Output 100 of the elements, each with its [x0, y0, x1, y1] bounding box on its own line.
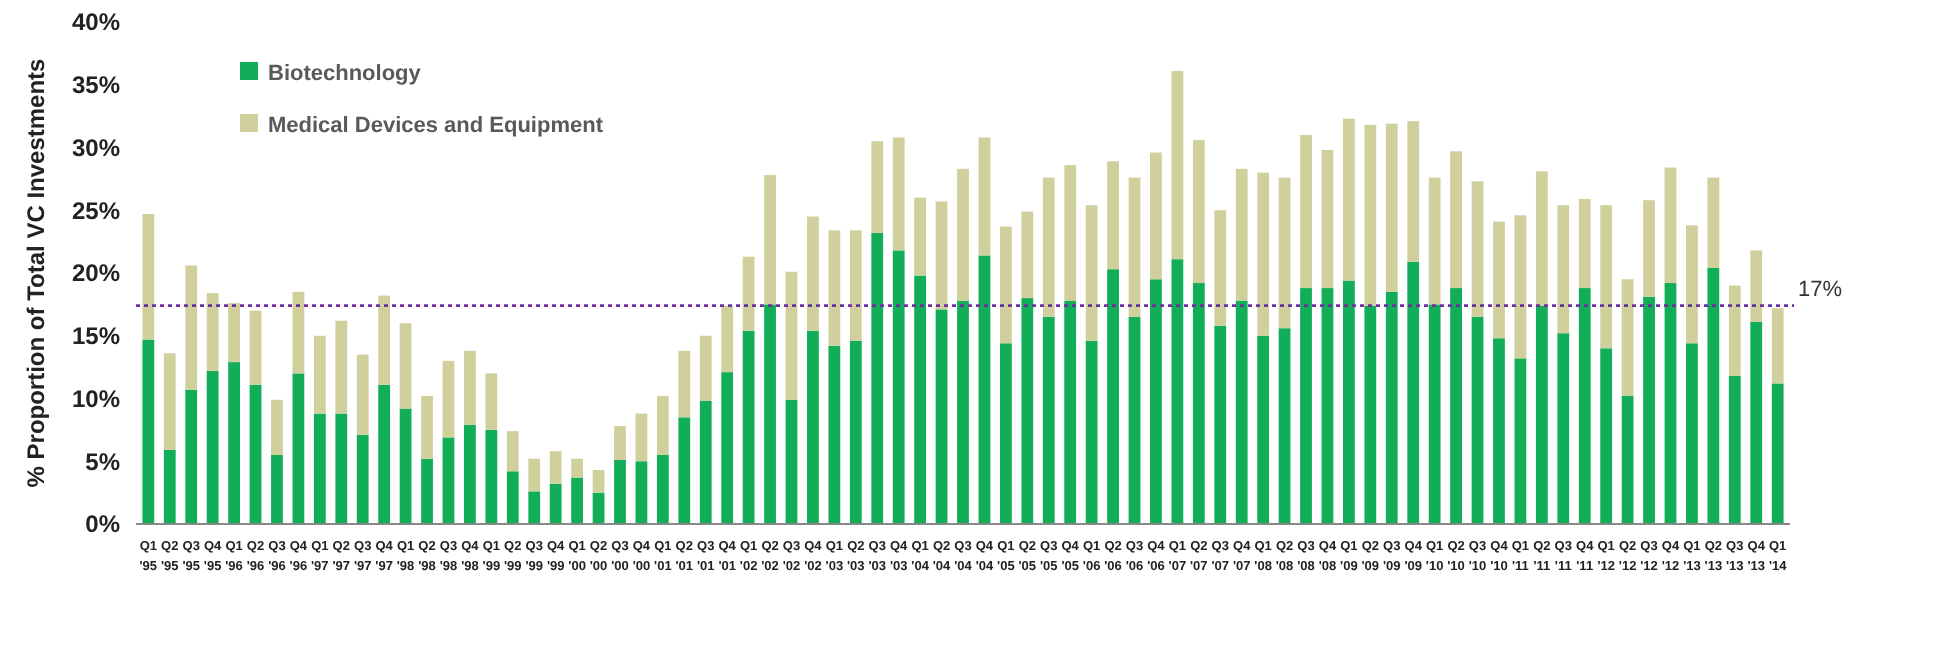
bar	[206, 293, 219, 371]
bar	[849, 340, 862, 524]
bar	[1300, 134, 1312, 289]
legend-label: Biotechnology	[268, 61, 423, 86]
bar	[957, 300, 969, 524]
bar	[313, 413, 326, 524]
y-tick-label: 5%	[85, 447, 121, 476]
bar	[1707, 267, 1720, 524]
bar	[1557, 205, 1570, 334]
bar	[313, 335, 326, 414]
bar	[1150, 152, 1162, 280]
bar	[999, 226, 1012, 344]
bar	[1514, 358, 1527, 524]
bar	[699, 335, 712, 402]
bar	[1364, 305, 1377, 524]
bar	[506, 471, 519, 524]
y-tick-label: 20%	[71, 259, 121, 288]
bar	[1128, 177, 1141, 317]
bar	[1600, 348, 1613, 524]
bar	[1085, 340, 1098, 524]
bar	[442, 360, 455, 438]
y-tick-label: 25%	[71, 196, 121, 225]
bar	[464, 424, 476, 524]
bar	[1407, 261, 1420, 524]
bar	[185, 389, 198, 524]
bar	[549, 451, 562, 484]
bar	[1064, 165, 1077, 301]
bar	[1278, 328, 1291, 524]
bar	[1235, 168, 1248, 301]
bar	[807, 330, 819, 524]
bar	[764, 304, 776, 524]
bar	[1021, 211, 1034, 299]
bar	[1643, 296, 1655, 524]
bar	[571, 458, 583, 478]
bar	[335, 320, 348, 414]
bar	[1750, 250, 1763, 322]
bar	[228, 303, 240, 363]
bar	[528, 491, 541, 524]
legend-label: Medical Devices and Equipment	[268, 113, 604, 138]
bar	[1343, 280, 1355, 524]
bar	[957, 168, 969, 301]
bar	[228, 362, 240, 524]
bar	[1686, 343, 1698, 524]
bar	[1171, 70, 1184, 260]
bar	[1535, 171, 1548, 306]
bar	[185, 265, 198, 390]
bar	[249, 384, 262, 524]
bar	[1686, 225, 1698, 344]
bar	[442, 437, 455, 524]
bar	[1428, 304, 1441, 524]
bar	[635, 413, 648, 462]
bar	[828, 345, 841, 524]
bar	[678, 350, 691, 418]
bar	[656, 395, 669, 455]
bar	[1450, 288, 1462, 524]
bar	[742, 256, 755, 331]
bar	[1493, 338, 1505, 524]
bar	[1385, 123, 1398, 292]
bar	[206, 370, 219, 524]
bar	[1750, 321, 1763, 524]
bar	[892, 250, 905, 524]
bar	[721, 372, 734, 524]
bar	[1428, 177, 1441, 305]
bar	[935, 201, 948, 310]
bar	[528, 458, 541, 492]
bar	[1600, 205, 1613, 349]
bar	[1107, 269, 1119, 524]
bar	[1707, 177, 1720, 268]
bar	[1664, 167, 1677, 284]
bar	[549, 483, 562, 524]
bar	[1321, 150, 1334, 289]
bar	[699, 401, 712, 524]
bar	[1042, 316, 1055, 524]
y-axis-title: % Proportion of Total VC Investments	[22, 57, 50, 488]
bar	[1021, 298, 1034, 524]
y-tick-label: 40%	[71, 8, 121, 37]
bar	[1150, 279, 1162, 524]
bar	[506, 431, 519, 472]
bar	[1321, 288, 1334, 524]
bar	[399, 408, 412, 524]
bar	[1085, 205, 1098, 341]
bar	[356, 354, 369, 435]
bar	[292, 291, 305, 374]
bar	[1471, 181, 1484, 317]
bar	[1621, 279, 1634, 396]
bar	[635, 461, 648, 524]
y-tick-label: 15%	[71, 322, 121, 351]
bar	[678, 417, 691, 524]
bar	[828, 230, 841, 346]
bar	[1214, 210, 1227, 326]
bar	[1578, 198, 1591, 289]
bar	[914, 275, 927, 524]
bar	[249, 310, 262, 385]
bar	[656, 454, 669, 524]
bar	[978, 137, 991, 256]
bar	[764, 175, 776, 305]
bar	[356, 434, 369, 524]
bar	[1471, 316, 1484, 524]
bar	[1128, 316, 1141, 524]
bar	[1535, 305, 1548, 524]
